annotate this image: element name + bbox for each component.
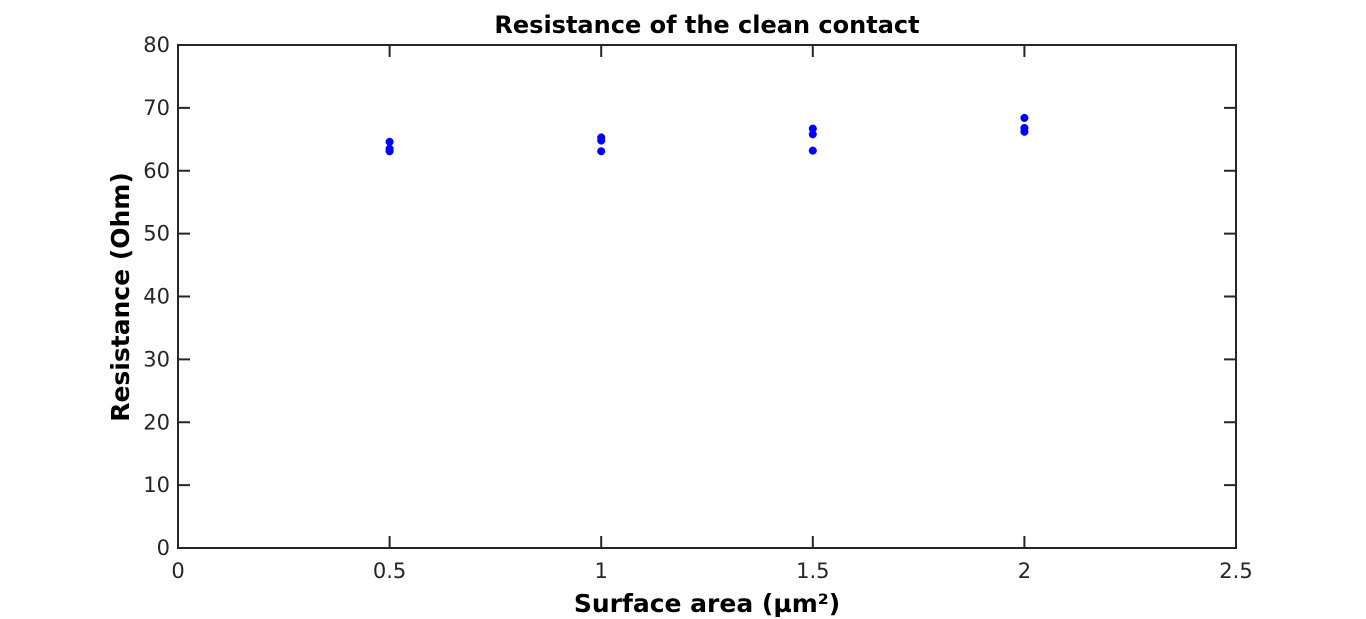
data-point bbox=[808, 146, 817, 155]
x-tick-label: 2 bbox=[1018, 559, 1031, 583]
y-tick-label: 20 bbox=[143, 410, 170, 434]
y-tick-label: 60 bbox=[143, 159, 170, 183]
y-tick-label: 80 bbox=[143, 33, 170, 57]
x-tick-label: 1.5 bbox=[796, 559, 829, 583]
data-point bbox=[385, 137, 394, 146]
chart-title: Resistance of the clean contact bbox=[494, 11, 919, 39]
y-tick-label: 40 bbox=[143, 285, 170, 309]
y-tick-label: 0 bbox=[157, 536, 170, 560]
x-axis-label: Surface area (µm²) bbox=[574, 589, 840, 618]
y-tick-label: 30 bbox=[143, 347, 170, 371]
axes bbox=[177, 44, 1237, 549]
data-point bbox=[1020, 127, 1029, 136]
x-tick-label: 2.5 bbox=[1219, 559, 1252, 583]
y-tick-label: 70 bbox=[143, 96, 170, 120]
data-point bbox=[385, 147, 394, 156]
y-axis-label: Resistance (Ohm) bbox=[106, 172, 135, 422]
y-tick-label: 50 bbox=[143, 222, 170, 246]
x-tick-label: 0.5 bbox=[373, 559, 406, 583]
data-point bbox=[1020, 113, 1029, 122]
plot-frame bbox=[177, 44, 1237, 549]
data-point bbox=[597, 136, 606, 145]
x-tick-label: 0 bbox=[171, 559, 184, 583]
ticks: 0 0.5 1 1.5 2 2.5 0 10 20 30 40 50 60 70 80 bbox=[143, 33, 1252, 583]
y-tick-label: 10 bbox=[143, 473, 170, 497]
data-points bbox=[385, 113, 1029, 156]
data-point bbox=[597, 147, 606, 156]
data-point bbox=[808, 130, 817, 139]
x-tick-label: 1 bbox=[595, 559, 608, 583]
